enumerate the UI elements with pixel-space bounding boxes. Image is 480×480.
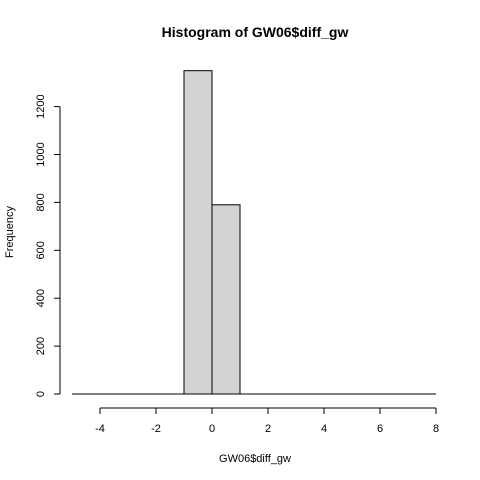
histogram-bar-4	[183, 70, 213, 395]
y-tick-label-3: 600	[35, 241, 47, 259]
x-tick-label-5: 6	[377, 423, 383, 435]
x-axis: -4 -2 0 2 4 6 8	[95, 407, 439, 435]
y-tick-label-5: 1000	[35, 142, 47, 166]
chart-title: Histogram of GW06$diff_gw	[162, 24, 349, 40]
y-tick-label-4: 800	[35, 193, 47, 211]
y-tick-label-6: 1200	[35, 94, 47, 118]
x-tick-label-2: 0	[209, 423, 215, 435]
x-tick-label-0: -4	[95, 423, 105, 435]
x-tick-label-4: 4	[321, 423, 327, 435]
x-tick-label-1: -2	[151, 423, 161, 435]
y-tick-label-2: 400	[35, 289, 47, 307]
bars-group	[72, 70, 436, 395]
y-axis-label: Frequency	[4, 206, 16, 258]
x-tick-label-6: 8	[433, 423, 439, 435]
y-tick-label-1: 200	[35, 337, 47, 355]
x-tick-label-3: 2	[265, 423, 271, 435]
y-tick-label-0: 0	[35, 391, 47, 397]
histogram-bar-5	[211, 204, 241, 395]
y-axis: 0 200 400 600 800 1000 1200	[35, 94, 61, 397]
x-axis-label: GW06$diff_gw	[219, 453, 291, 465]
